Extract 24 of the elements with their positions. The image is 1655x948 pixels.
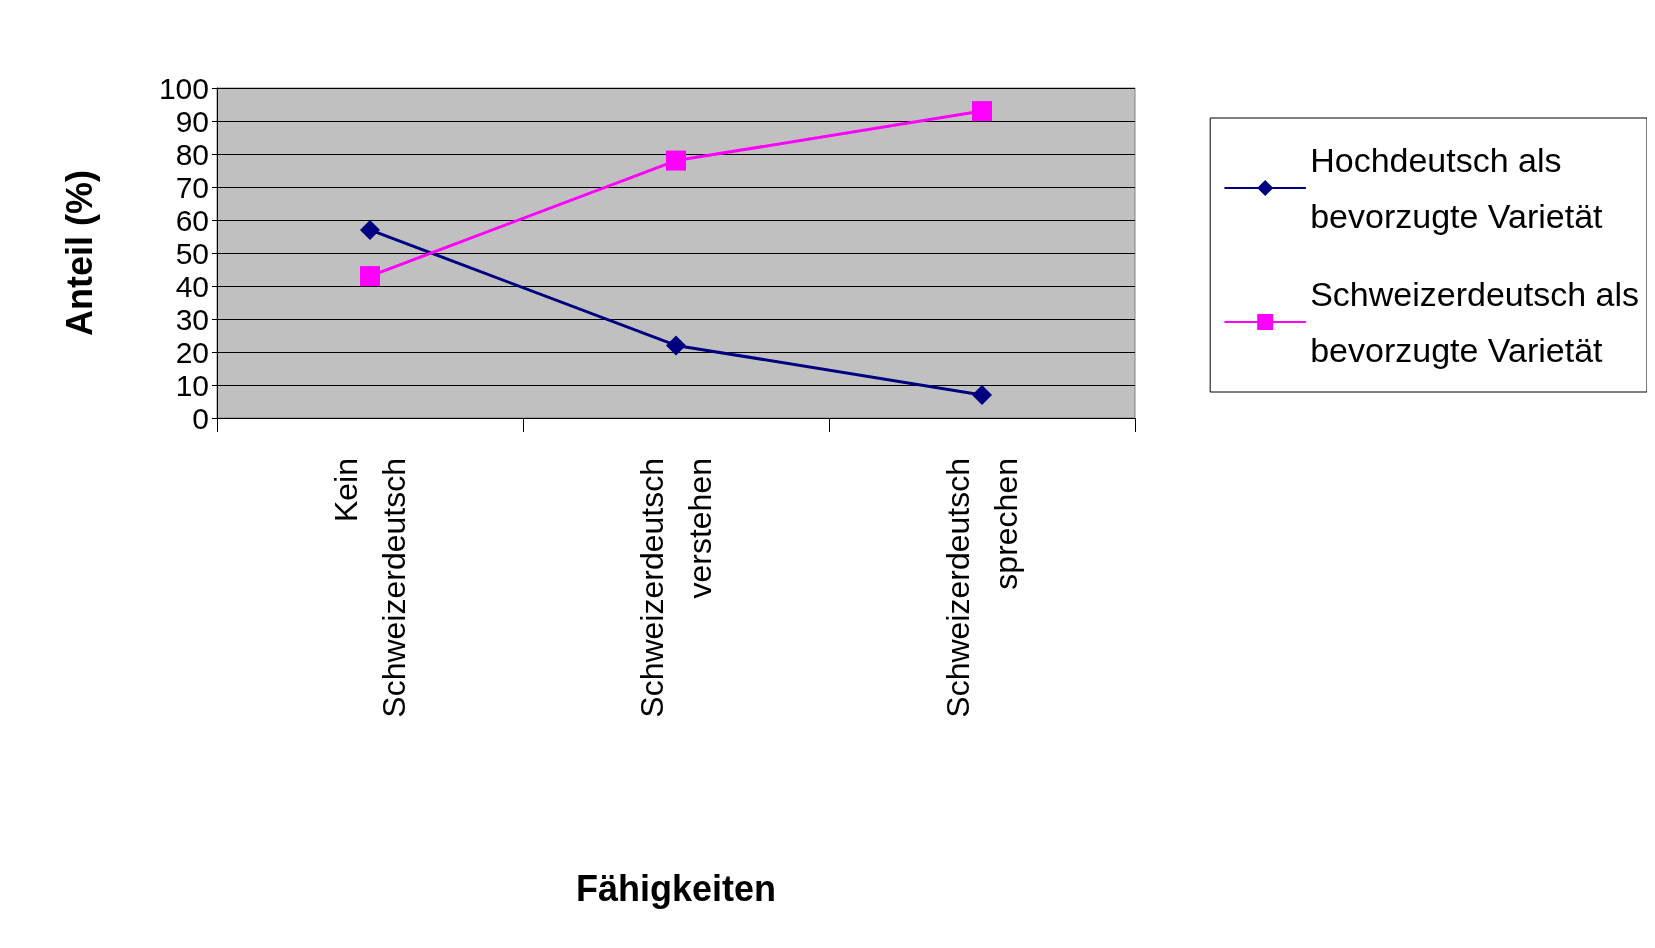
y-tick-label: 60 [175, 203, 209, 237]
point [666, 150, 686, 171]
legend-label: Hochdeutsch als bevorzugte Varietät [1310, 141, 1604, 235]
y-tick-label: 70 [175, 170, 209, 204]
y-tick-label: 30 [175, 302, 209, 336]
y-tick-label: 10 [175, 368, 209, 402]
y-tick-label: 50 [175, 236, 209, 270]
point [972, 384, 992, 405]
y-tick-label: 20 [175, 335, 209, 369]
point [666, 335, 686, 356]
legend-label: Schweizerdeutsch als bevorzugte Varietät [1310, 275, 1639, 369]
y-tick-label: 80 [175, 137, 209, 171]
y-tick-label: 0 [192, 401, 209, 435]
y-tick-label: 100 [158, 71, 209, 105]
y-tick-label: 90 [175, 104, 209, 138]
y-axis-title: Anteil (%) [58, 170, 100, 336]
x-axis-title: Fähigkeiten [575, 867, 777, 909]
point [360, 219, 380, 240]
point [972, 101, 992, 122]
point [360, 266, 380, 287]
y-tick-label: 40 [175, 269, 209, 303]
x-tick-label: Schweizerdeutsch sprechen [940, 458, 1024, 718]
x-tick-label: Kein Schweizerdeutsch [328, 458, 412, 718]
x-tick-label: Schweizerdeutsch verstehen [634, 458, 718, 718]
